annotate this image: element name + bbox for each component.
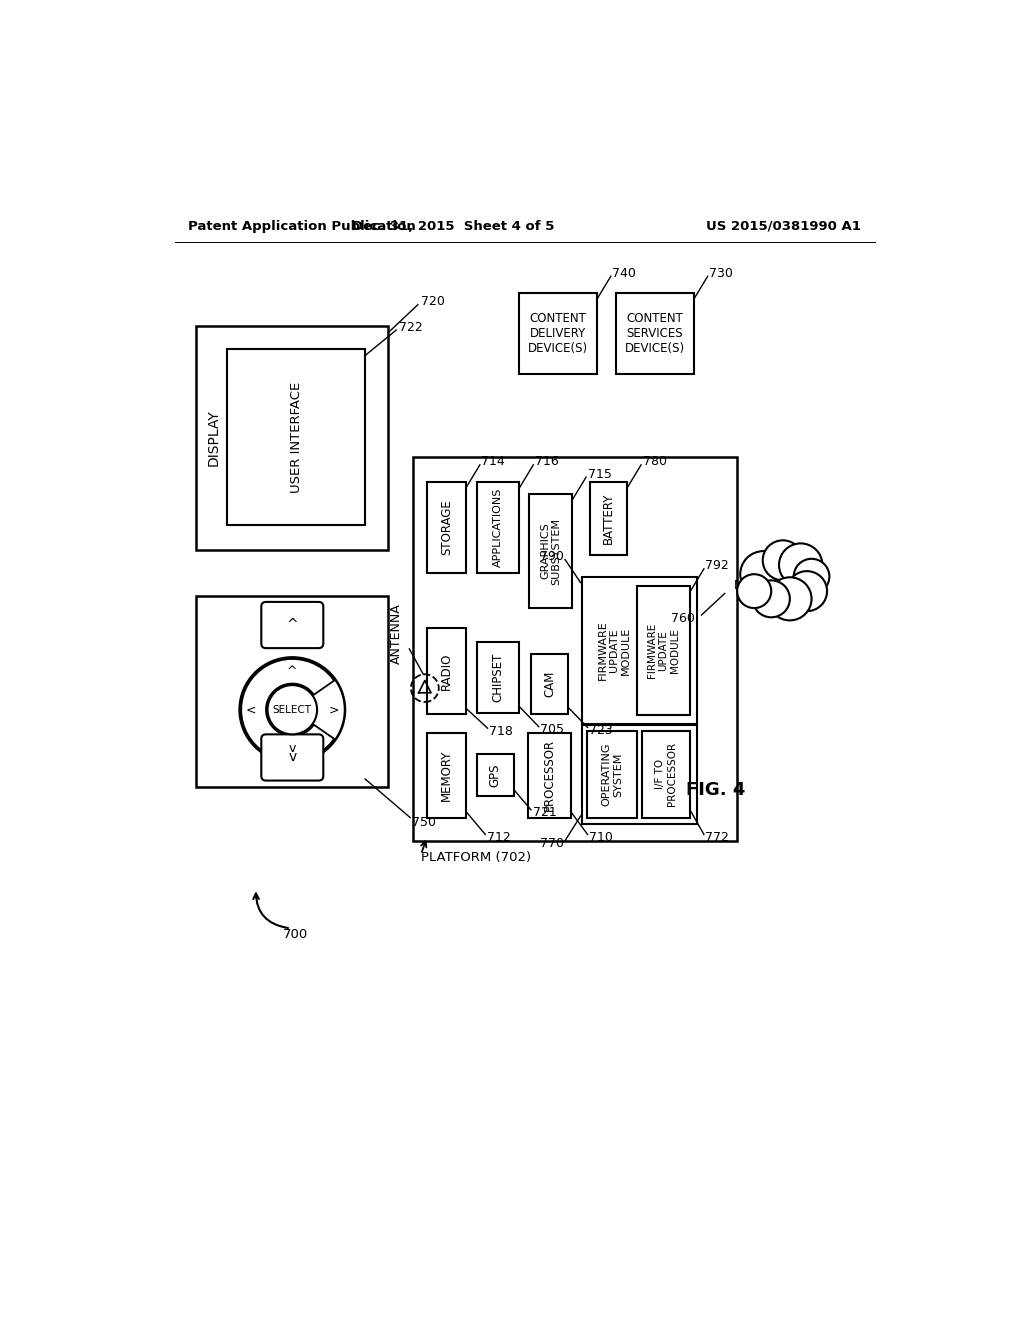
PathPatch shape [242, 681, 270, 739]
Bar [528, 733, 570, 817]
Bar [414, 457, 737, 841]
Bar [529, 494, 572, 609]
Text: FIRMWARE
UPDATE
MODULE: FIRMWARE UPDATE MODULE [598, 620, 631, 680]
Bar [519, 293, 597, 374]
Bar [477, 642, 519, 713]
Text: 721: 721 [532, 807, 556, 820]
Text: CHIPSET: CHIPSET [492, 652, 505, 702]
Circle shape [737, 574, 771, 609]
Bar [427, 733, 466, 817]
Text: US 2015/0381990 A1: US 2015/0381990 A1 [706, 219, 860, 232]
Text: 730: 730 [710, 267, 733, 280]
Text: I/F TO
PROCESSOR: I/F TO PROCESSOR [655, 742, 677, 807]
Circle shape [779, 544, 822, 586]
Circle shape [768, 577, 812, 620]
Bar [616, 293, 693, 374]
Text: GPS: GPS [488, 763, 502, 787]
Text: Dec. 31, 2015  Sheet 4 of 5: Dec. 31, 2015 Sheet 4 of 5 [352, 219, 555, 232]
Circle shape [740, 552, 786, 597]
Text: CONTENT
DELIVERY
DEVICE(S): CONTENT DELIVERY DEVICE(S) [528, 312, 588, 355]
Text: USER INTERFACE: USER INTERFACE [290, 381, 303, 492]
PathPatch shape [263, 731, 322, 760]
Bar [227, 350, 366, 525]
Text: DISPLAY: DISPLAY [206, 409, 220, 466]
Text: 750: 750 [412, 816, 435, 829]
Text: PROCESSOR: PROCESSOR [543, 739, 556, 812]
Text: 792: 792 [706, 560, 729, 573]
Bar [477, 482, 519, 573]
FancyBboxPatch shape [261, 734, 324, 780]
Text: RADIO: RADIO [440, 652, 453, 690]
Text: 720: 720 [421, 296, 444, 308]
Bar [583, 577, 697, 725]
Circle shape [763, 540, 803, 581]
Text: APPLICATIONS: APPLICATIONS [494, 487, 503, 566]
Bar [477, 754, 514, 796]
Bar [427, 482, 466, 573]
Text: CAM: CAM [543, 671, 556, 697]
Bar [197, 595, 388, 787]
Text: GRAPHICS
SUBSYSTEM: GRAPHICS SUBSYSTEM [540, 517, 561, 585]
Text: v: v [288, 751, 296, 764]
Bar [427, 628, 466, 714]
Text: v: v [289, 742, 296, 755]
Text: STORAGE: STORAGE [440, 499, 453, 556]
Text: BATTERY: BATTERY [602, 492, 615, 544]
Text: FIG. 4: FIG. 4 [686, 781, 745, 799]
Text: ^: ^ [287, 618, 298, 632]
Circle shape [794, 558, 829, 594]
Text: SELECT: SELECT [272, 705, 311, 714]
Text: 770: 770 [540, 837, 563, 850]
Text: NETWORK: NETWORK [733, 579, 794, 593]
Text: 723: 723 [589, 723, 613, 737]
Circle shape [786, 572, 827, 611]
Text: 716: 716 [535, 455, 559, 469]
Text: 705: 705 [541, 723, 564, 737]
Circle shape [753, 581, 790, 618]
Bar [587, 731, 637, 817]
Text: 760: 760 [671, 611, 694, 624]
Text: 700: 700 [283, 928, 308, 941]
Text: 790: 790 [540, 550, 563, 564]
Text: MEMORY: MEMORY [440, 750, 453, 801]
Text: 722: 722 [399, 321, 423, 334]
Text: 714: 714 [481, 455, 505, 469]
PathPatch shape [242, 659, 334, 760]
Text: FIRMWARE
UPDATE
MODULE: FIRMWARE UPDATE MODULE [647, 623, 680, 678]
Bar [642, 731, 690, 817]
Text: ANTENNA: ANTENNA [390, 603, 403, 664]
FancyBboxPatch shape [261, 602, 324, 648]
Text: PLATFORM (702): PLATFORM (702) [421, 851, 531, 865]
Text: 710: 710 [589, 832, 613, 843]
Text: 715: 715 [588, 467, 611, 480]
Text: CONTENT
SERVICES
DEVICE(S): CONTENT SERVICES DEVICE(S) [625, 312, 685, 355]
Bar [583, 725, 697, 824]
Text: 718: 718 [489, 725, 513, 738]
PathPatch shape [263, 659, 322, 688]
Text: OPERATING
SYSTEM: OPERATING SYSTEM [601, 743, 623, 807]
Text: Patent Application Publication: Patent Application Publication [188, 219, 416, 232]
Bar [637, 586, 690, 715]
Circle shape [267, 685, 317, 734]
Text: >: > [328, 704, 339, 717]
Text: 740: 740 [612, 267, 636, 280]
Text: 772: 772 [706, 832, 729, 843]
Text: <: < [246, 704, 256, 717]
Text: 780: 780 [643, 455, 667, 469]
Text: ^: ^ [287, 665, 298, 677]
Bar [590, 482, 627, 554]
Bar [197, 326, 388, 549]
Text: 712: 712 [486, 832, 511, 843]
Bar [531, 653, 568, 714]
